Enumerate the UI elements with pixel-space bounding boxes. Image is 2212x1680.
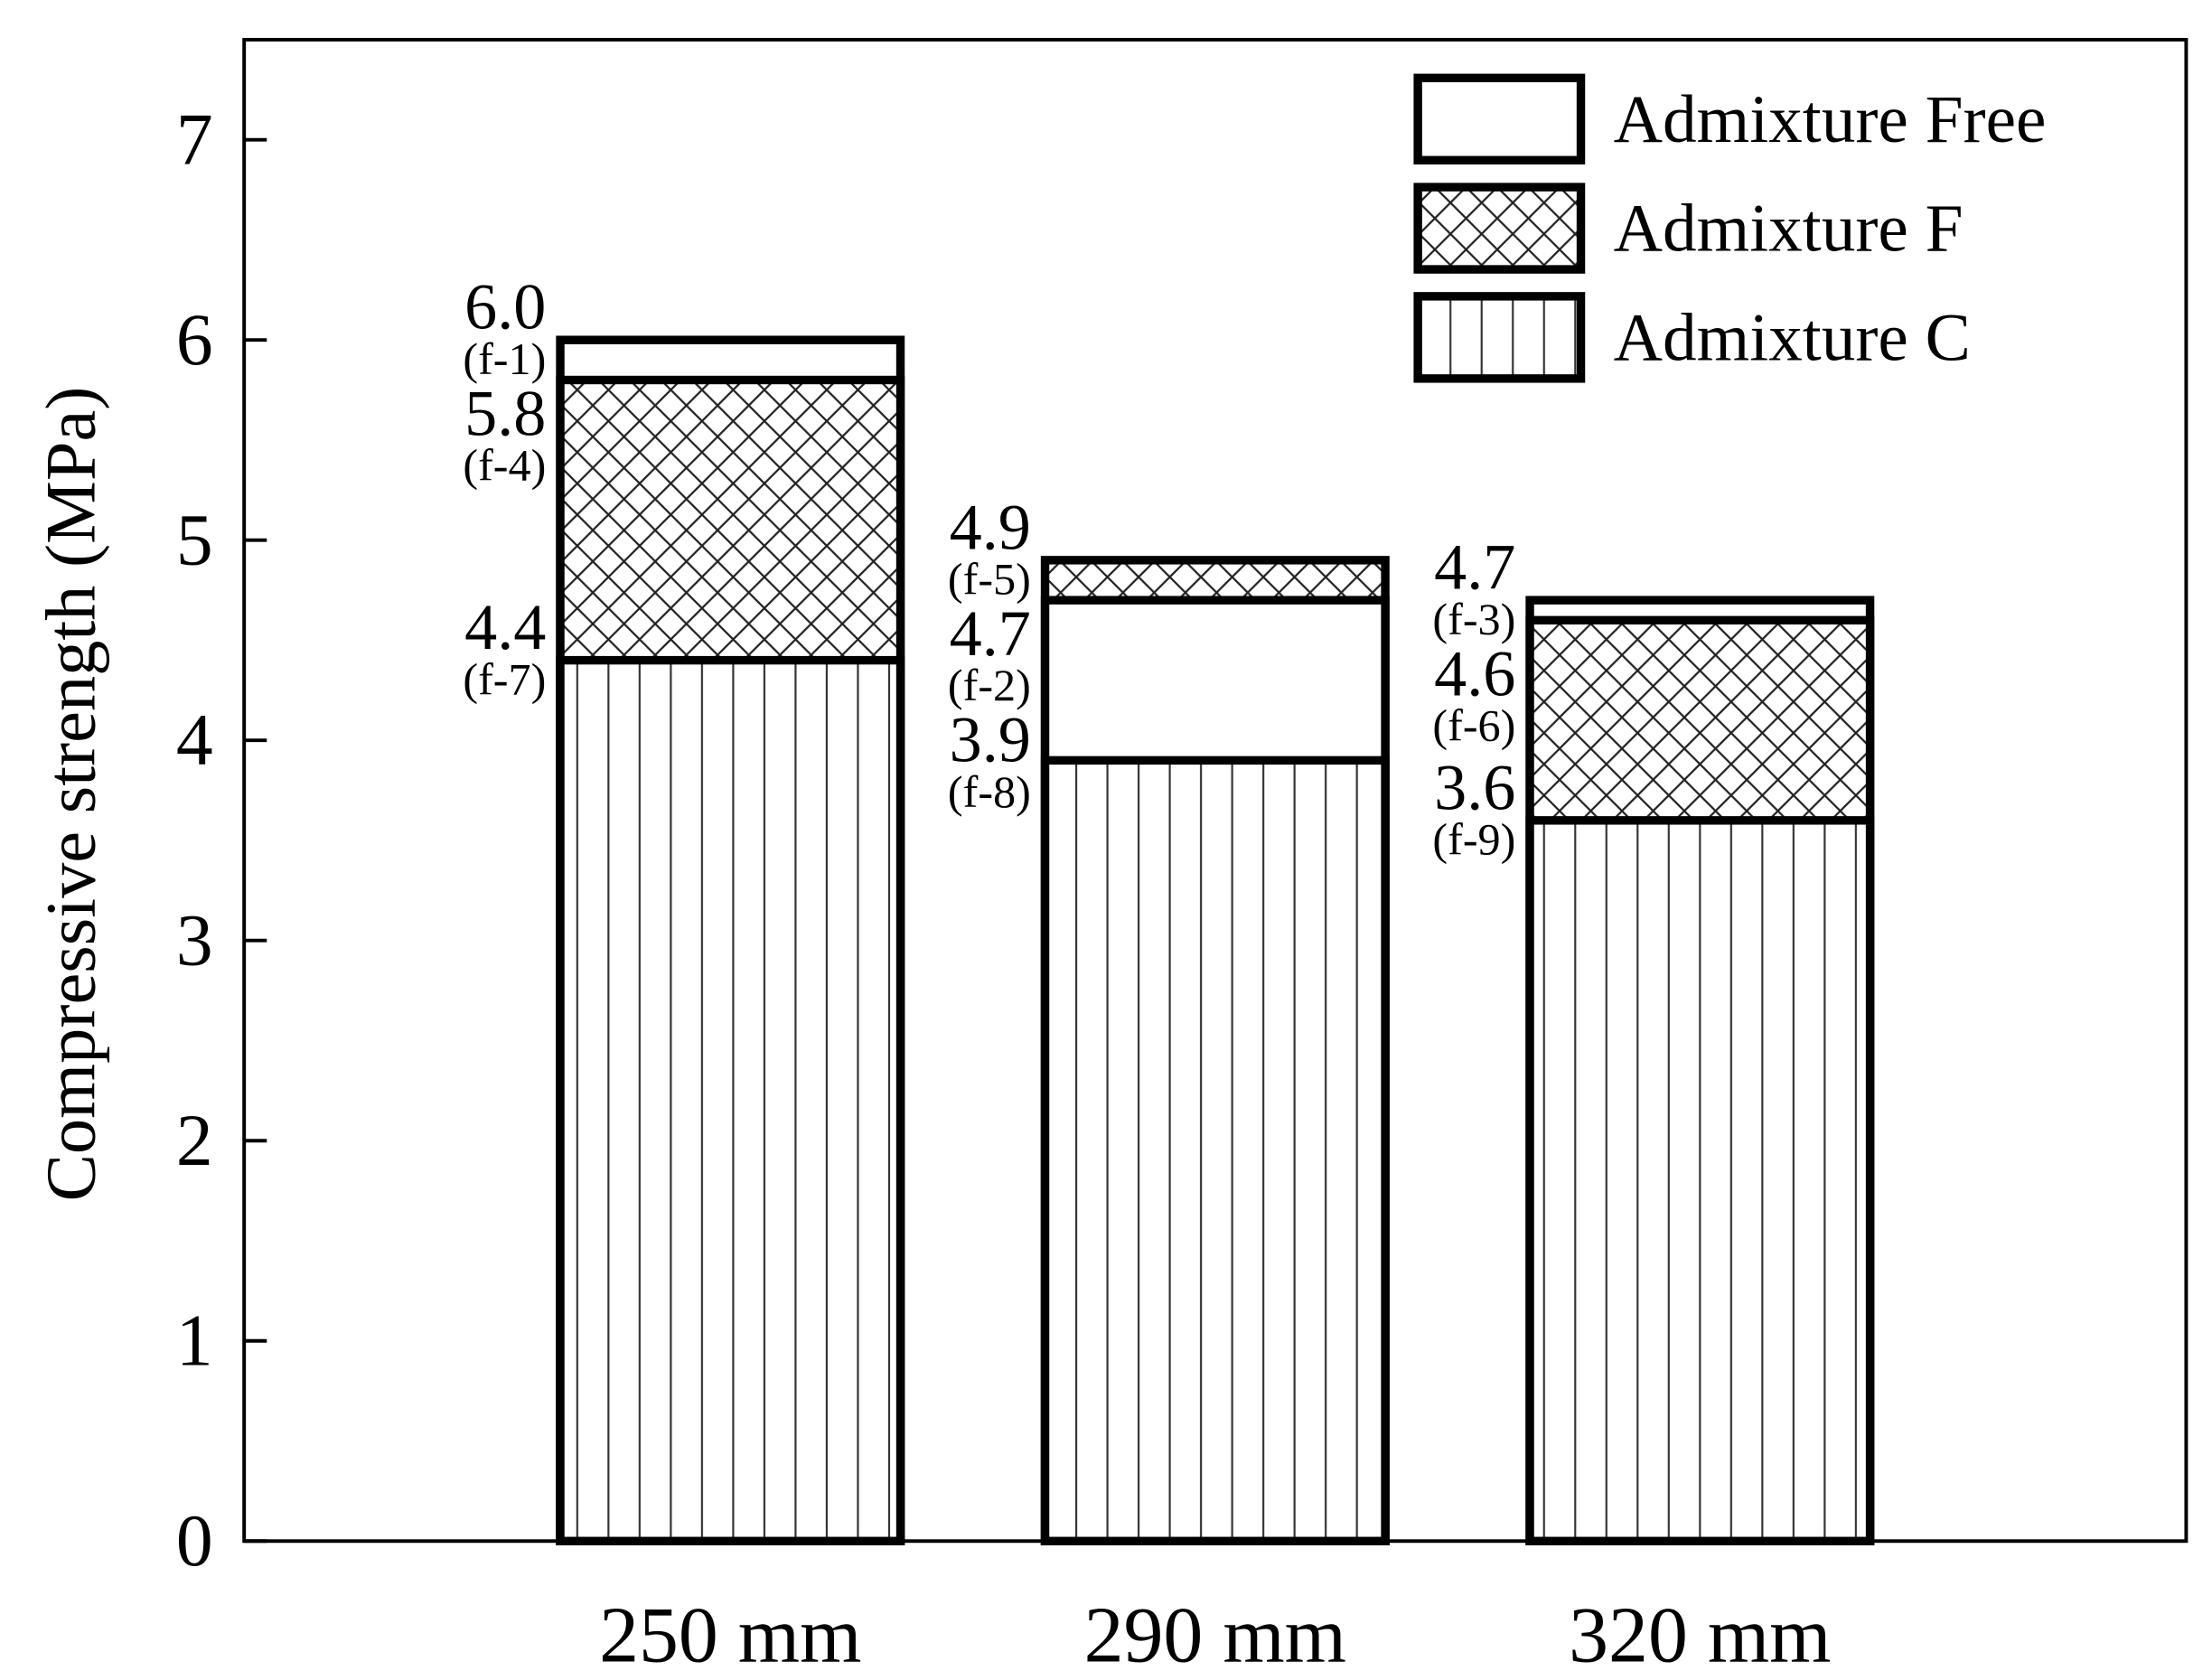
legend-label: Admixture F bbox=[1614, 192, 1964, 267]
data-tag: (f-4) bbox=[463, 440, 546, 491]
data-label: 5.8 bbox=[464, 377, 546, 449]
y-tick-label: 3 bbox=[176, 898, 213, 981]
bar bbox=[1040, 756, 1390, 1545]
data-tag: (f-3) bbox=[1432, 594, 1515, 644]
y-tick-label: 5 bbox=[176, 498, 213, 580]
data-label: 3.9 bbox=[950, 704, 1031, 776]
y-tick-label: 2 bbox=[176, 1099, 213, 1181]
legend-swatch bbox=[1413, 292, 1586, 383]
data-tag: (f-6) bbox=[1432, 699, 1515, 750]
y-tick-label: 4 bbox=[176, 699, 213, 781]
legend-swatch bbox=[1413, 73, 1586, 164]
data-tag: (f-7) bbox=[463, 653, 546, 704]
x-tick-label: 250 mm bbox=[599, 1592, 861, 1680]
data-label: 4.9 bbox=[950, 491, 1031, 563]
data-label: 4.6 bbox=[1434, 637, 1515, 709]
data-tag: (f-5) bbox=[948, 554, 1031, 605]
data-label: 4.7 bbox=[1434, 531, 1515, 604]
y-axis-label: Compressive strength (MPa) bbox=[32, 387, 110, 1202]
x-tick-label: 320 mm bbox=[1569, 1592, 1831, 1680]
bar bbox=[1525, 816, 1875, 1545]
data-label: 4.4 bbox=[464, 591, 546, 663]
data-label: 6.0 bbox=[464, 271, 546, 343]
data-label: 3.6 bbox=[1434, 751, 1515, 823]
legend-swatch bbox=[1413, 183, 1586, 274]
x-tick-label: 290 mm bbox=[1084, 1592, 1346, 1680]
y-tick-label: 6 bbox=[176, 298, 213, 380]
y-tick-label: 7 bbox=[176, 98, 213, 180]
y-tick-label: 1 bbox=[176, 1299, 213, 1381]
legend-label: Admixture Free bbox=[1614, 82, 2047, 157]
data-tag: (f-8) bbox=[948, 766, 1031, 817]
data-tag: (f-1) bbox=[463, 333, 546, 384]
legend-label: Admixture C bbox=[1614, 300, 1971, 375]
data-label: 4.7 bbox=[950, 597, 1031, 670]
y-tick-label: 0 bbox=[176, 1499, 213, 1581]
bar bbox=[556, 655, 905, 1545]
data-tag: (f-2) bbox=[948, 660, 1031, 710]
data-tag: (f-9) bbox=[1432, 813, 1515, 864]
